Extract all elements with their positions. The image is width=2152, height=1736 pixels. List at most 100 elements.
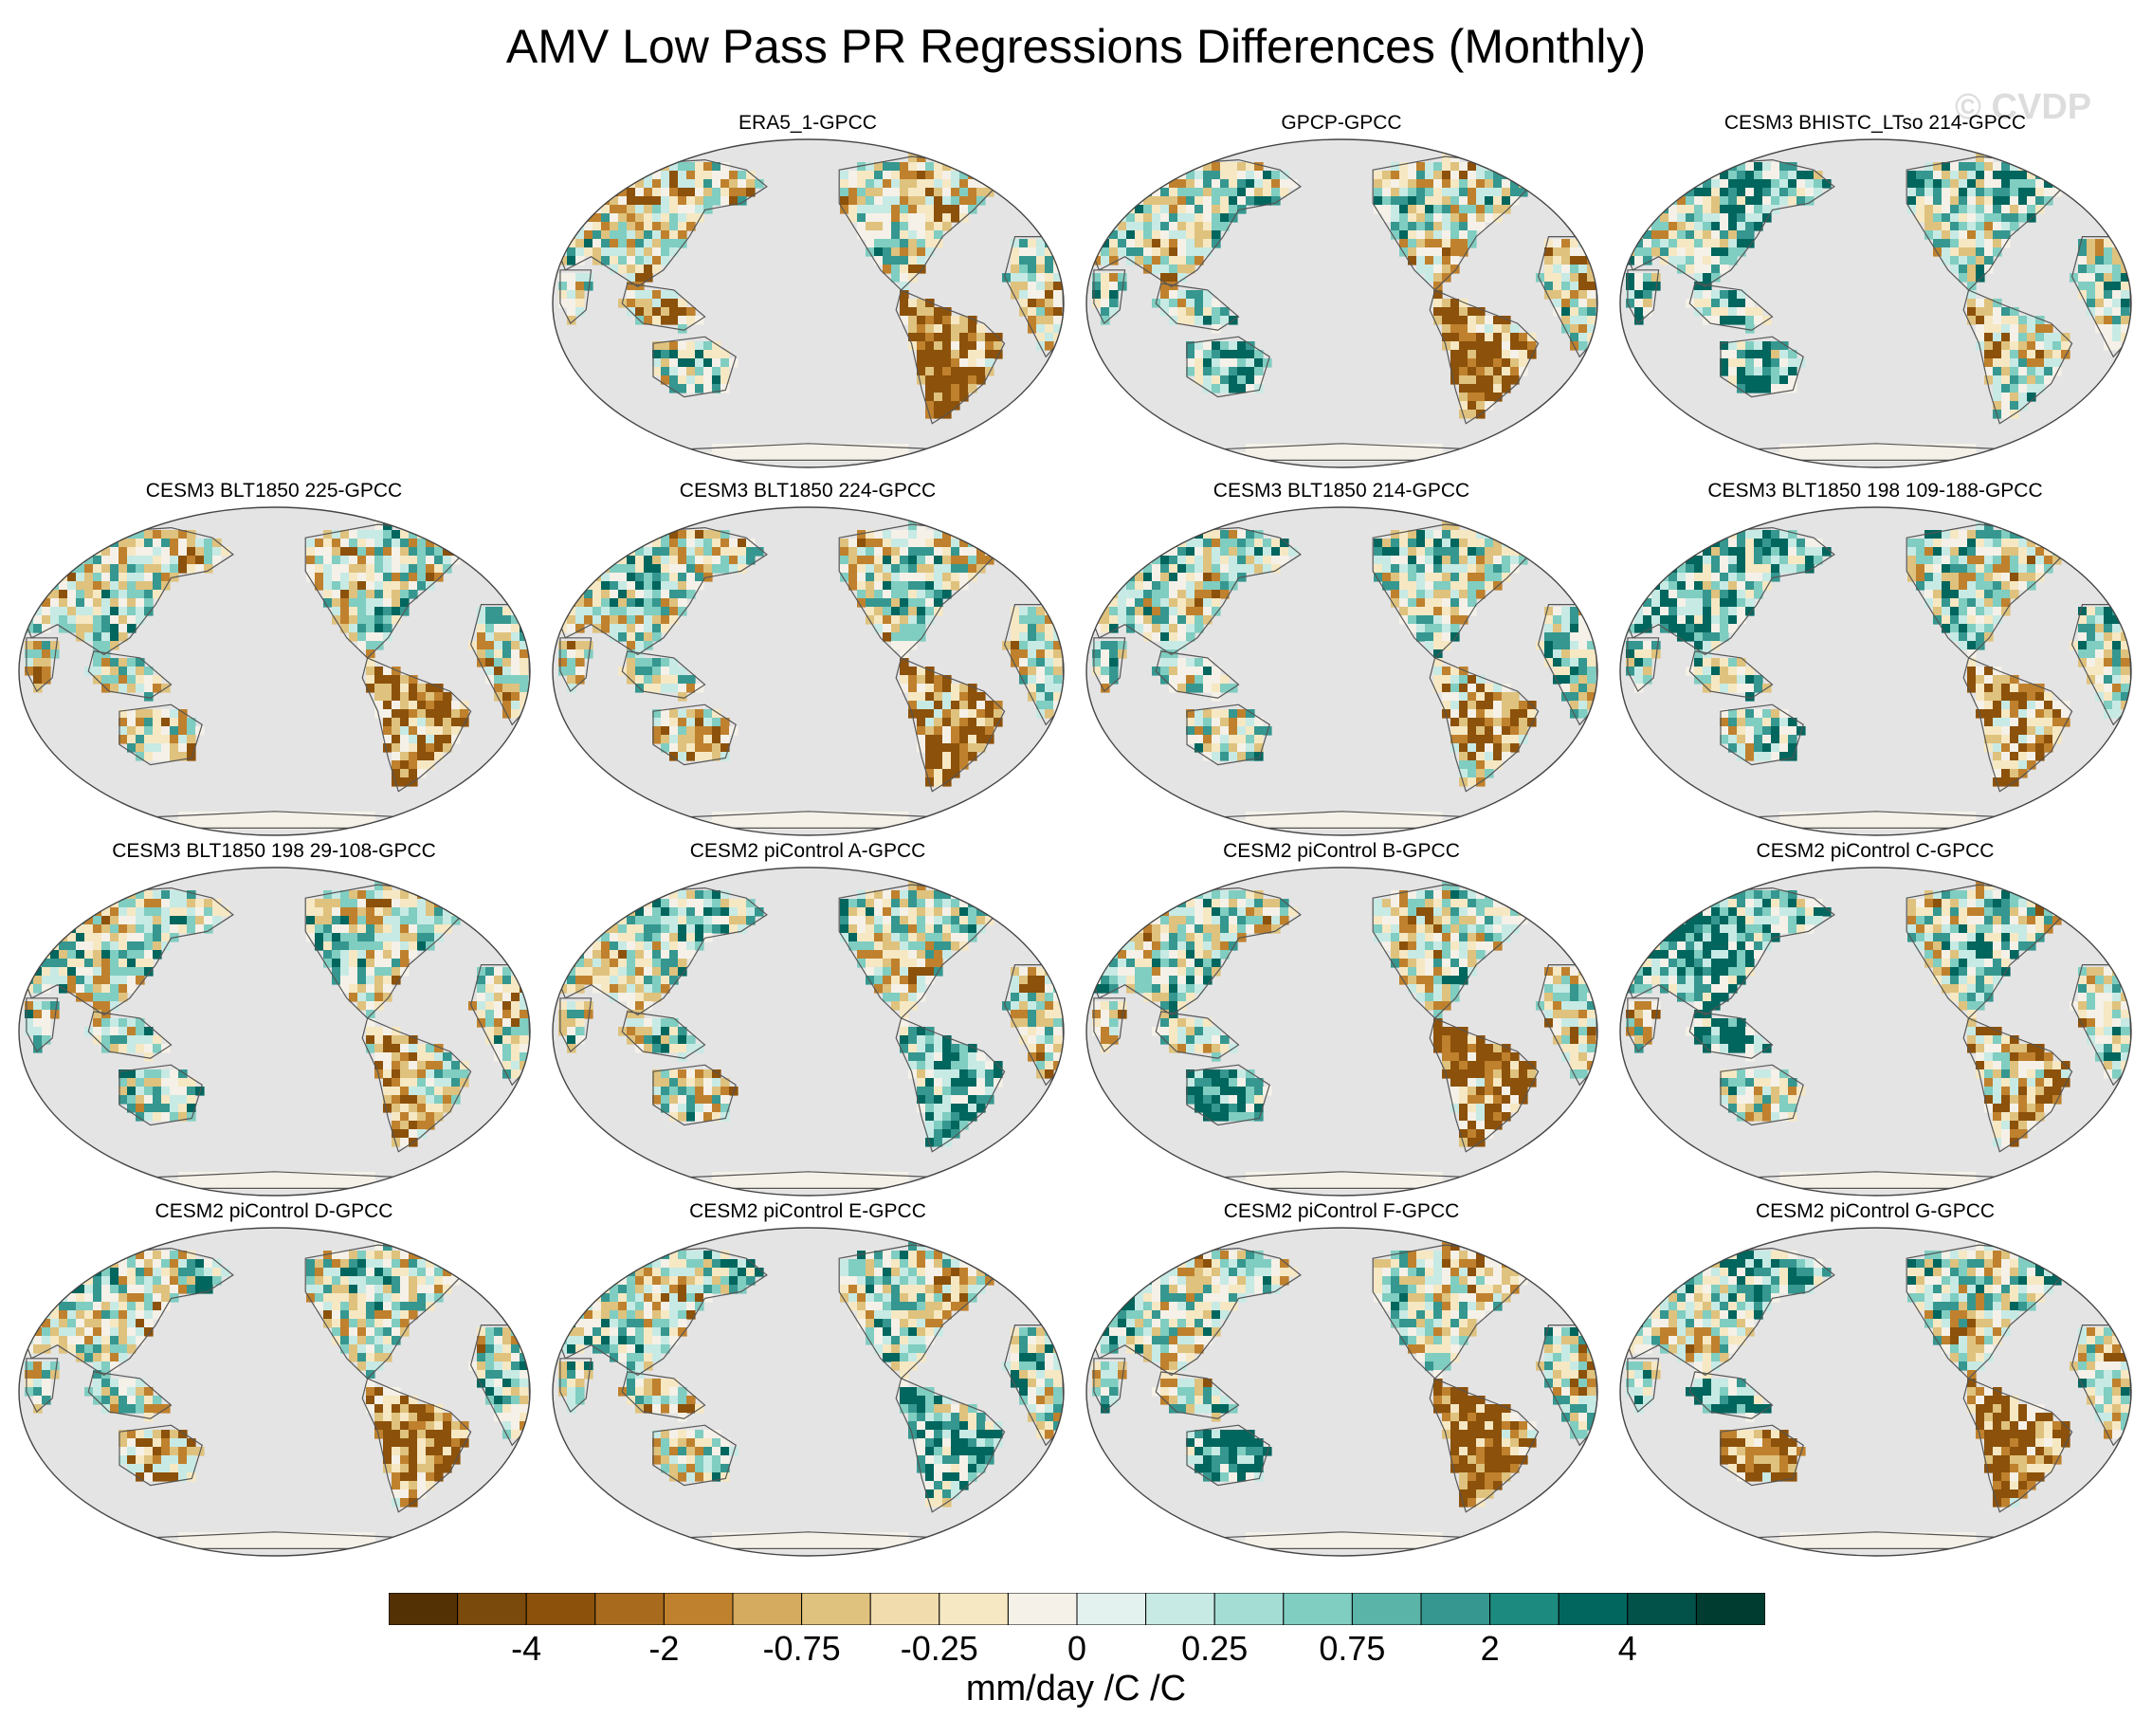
land-field: [25, 521, 529, 830]
coastline: [1155, 283, 1240, 331]
world-map: [1085, 1227, 1598, 1557]
world-map: [1085, 506, 1598, 836]
coastline: [559, 269, 593, 325]
colorbar-swatch: [801, 1593, 871, 1625]
coastline: [1688, 1011, 1774, 1059]
map-panel: CESM2 piControl A-GPCC: [542, 840, 1073, 1200]
world-map: [552, 138, 1065, 468]
coastline: [559, 1358, 593, 1414]
colorbar-swatch: [1489, 1593, 1559, 1625]
coastline: [895, 1017, 1006, 1153]
map-panel: CESM3 BLT1850 198 29-108-GPCC: [9, 840, 539, 1200]
map-border: [552, 138, 1065, 468]
colorbar-swatch: [389, 1593, 459, 1625]
coastline: [559, 637, 593, 693]
colorbar-swatch: [1007, 1593, 1078, 1625]
coastline: [1429, 289, 1540, 425]
colorbar-swatch: [1076, 1593, 1147, 1625]
coastline: [1720, 1424, 1804, 1487]
colorbar-swatch: [869, 1593, 940, 1625]
map-panel: CESM2 piControl E-GPCC: [542, 1200, 1073, 1561]
map-border: [1085, 506, 1598, 836]
panel-title: CESM2 piControl F-GPCC: [1223, 1200, 1460, 1222]
map-panel: CESM2 piControl G-GPCC: [1610, 1200, 2141, 1561]
coastline: [1186, 1424, 1270, 1487]
colorbar-units: mm/day /C /C: [965, 1669, 1187, 1709]
map-panel: CESM2 piControl F-GPCC: [1076, 1200, 1607, 1561]
map-border: [1619, 1227, 2132, 1557]
map-panel: GPCP-GPCC: [1076, 112, 1607, 472]
coastline: [895, 289, 1006, 425]
map-border: [1085, 138, 1598, 468]
map-border: [1619, 867, 2132, 1197]
colorbar-swatch: [1420, 1593, 1491, 1625]
colorbar-swatch: [1695, 1593, 1765, 1625]
coastline: [1720, 1064, 1804, 1126]
coastline: [87, 650, 173, 699]
land-field: [1626, 882, 2130, 1190]
coastline: [1093, 1358, 1126, 1414]
coastline: [652, 704, 737, 766]
colorbar-swatch: [732, 1593, 803, 1625]
coastline: [26, 637, 59, 693]
coastline: [119, 704, 203, 766]
colorbar-swatch: [1283, 1593, 1353, 1625]
map-border: [18, 867, 531, 1197]
coastline: [1688, 1371, 1774, 1419]
coastline: [119, 1064, 203, 1126]
coastline: [87, 1371, 173, 1419]
world-map: [18, 506, 531, 836]
watermark: © CVDP: [1955, 87, 2092, 127]
map-border: [1619, 506, 2132, 836]
colorbar-swatch: [594, 1593, 665, 1625]
panel-title: CESM2 piControl C-GPCC: [1756, 840, 1995, 862]
coastline: [1627, 1358, 1660, 1414]
colorbar: [389, 1593, 1765, 1625]
coastline: [1155, 1011, 1240, 1059]
colorbar-swatch: [1145, 1593, 1215, 1625]
coastline: [1962, 289, 2073, 425]
panel-title: CESM3 BLT1850 225-GPCC: [145, 480, 403, 502]
world-map: [552, 1227, 1065, 1557]
figure-title: AMV Low Pass PR Regressions Differences …: [505, 20, 1647, 73]
world-map: [18, 867, 531, 1197]
coastline: [621, 650, 706, 699]
coastline: [361, 657, 472, 793]
panel-title: CESM2 piControl D-GPCC: [155, 1200, 393, 1222]
panel-title: CESM3 BLT1850 224-GPCC: [679, 480, 937, 502]
coastline: [1186, 1064, 1270, 1126]
coastline: [1962, 657, 2073, 793]
map-border: [1619, 138, 2132, 468]
coastline: [1627, 269, 1660, 325]
coastline: [26, 997, 59, 1053]
coastline: [1720, 704, 1804, 766]
coastline: [1093, 637, 1126, 693]
coastline: [559, 997, 593, 1053]
colorbar-swatch: [663, 1593, 734, 1625]
map-border: [1085, 867, 1598, 1197]
coastline: [87, 1011, 173, 1059]
coastline: [652, 1064, 737, 1126]
map-panel: CESM3 BLT1850 198 109-188-GPCC: [1610, 480, 2141, 840]
world-map: [1619, 867, 2132, 1197]
land-field: [1626, 521, 2130, 830]
coastline: [1186, 336, 1270, 398]
coastline: [1093, 997, 1126, 1053]
colorbar-tick-label: 0.25: [1181, 1629, 1249, 1668]
land-field: [558, 521, 1063, 830]
colorbar-swatch: [525, 1593, 596, 1625]
panel-title: GPCP-GPCC: [1281, 112, 1402, 134]
land-field: [558, 882, 1063, 1190]
coastline: [361, 1017, 472, 1153]
world-map: [552, 867, 1065, 1197]
coastline: [119, 1424, 203, 1487]
coastline: [1429, 1378, 1540, 1513]
panel-title: ERA5_1-GPCC: [739, 112, 877, 134]
colorbar-tick-label: 4: [1617, 1629, 1637, 1668]
map-border: [552, 1227, 1065, 1557]
panel-title: CESM2 piControl E-GPCC: [689, 1200, 926, 1222]
coastline: [1720, 336, 1804, 398]
map-panel: ERA5_1-GPCC: [542, 112, 1073, 472]
map-panel: CESM3 BLT1850 225-GPCC: [9, 480, 539, 840]
coastline: [652, 1424, 737, 1487]
